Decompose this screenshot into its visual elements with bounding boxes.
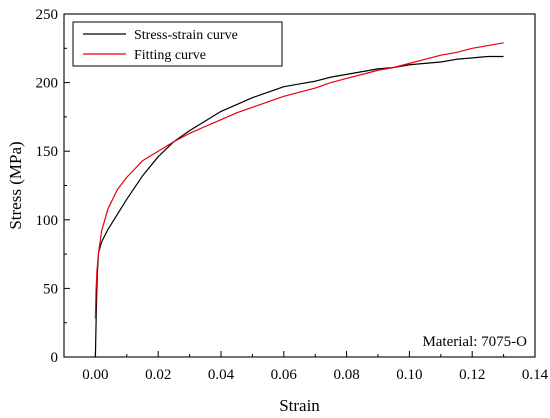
x-tick-label: 0.12 <box>459 367 485 383</box>
series-layer <box>94 42 504 358</box>
x-tick-label: 0.14 <box>522 367 549 383</box>
y-tick-label: 100 <box>36 213 59 229</box>
x-tick-label: 0.06 <box>271 367 298 383</box>
legend-label-stress-strain: Stress-strain curve <box>134 28 238 43</box>
legend-box <box>72 21 283 67</box>
y-tick-label: 150 <box>36 144 59 160</box>
y-axis-label: Stress (MPa) <box>6 141 25 229</box>
x-axis-ticks: 0.00 0.02 0.04 0.06 0.08 0.10 0.12 0.14 <box>63 351 549 383</box>
material-annotation: Material: 7075-O <box>422 334 527 350</box>
y-axis-ticks: 0 50 100 150 200 250 <box>36 7 70 366</box>
series-line-stress-strain <box>94 55 504 358</box>
legend-label-fitting: Fitting curve <box>134 48 206 63</box>
y-tick-label: 0 <box>51 350 59 366</box>
y-tick-label: 50 <box>43 281 58 297</box>
x-tick-label: 0.00 <box>82 367 108 383</box>
x-tick-label: 0.04 <box>208 367 235 383</box>
y-tick-label: 200 <box>36 76 59 92</box>
series-line-fitting <box>94 42 504 319</box>
y-tick-label: 250 <box>36 7 59 23</box>
x-axis-label: Strain <box>279 396 320 415</box>
x-tick-label: 0.02 <box>145 367 171 383</box>
x-tick-label: 0.08 <box>333 367 359 383</box>
x-tick-label: 0.10 <box>396 367 422 383</box>
legend: Stress-strain curve Fitting curve <box>72 21 283 67</box>
